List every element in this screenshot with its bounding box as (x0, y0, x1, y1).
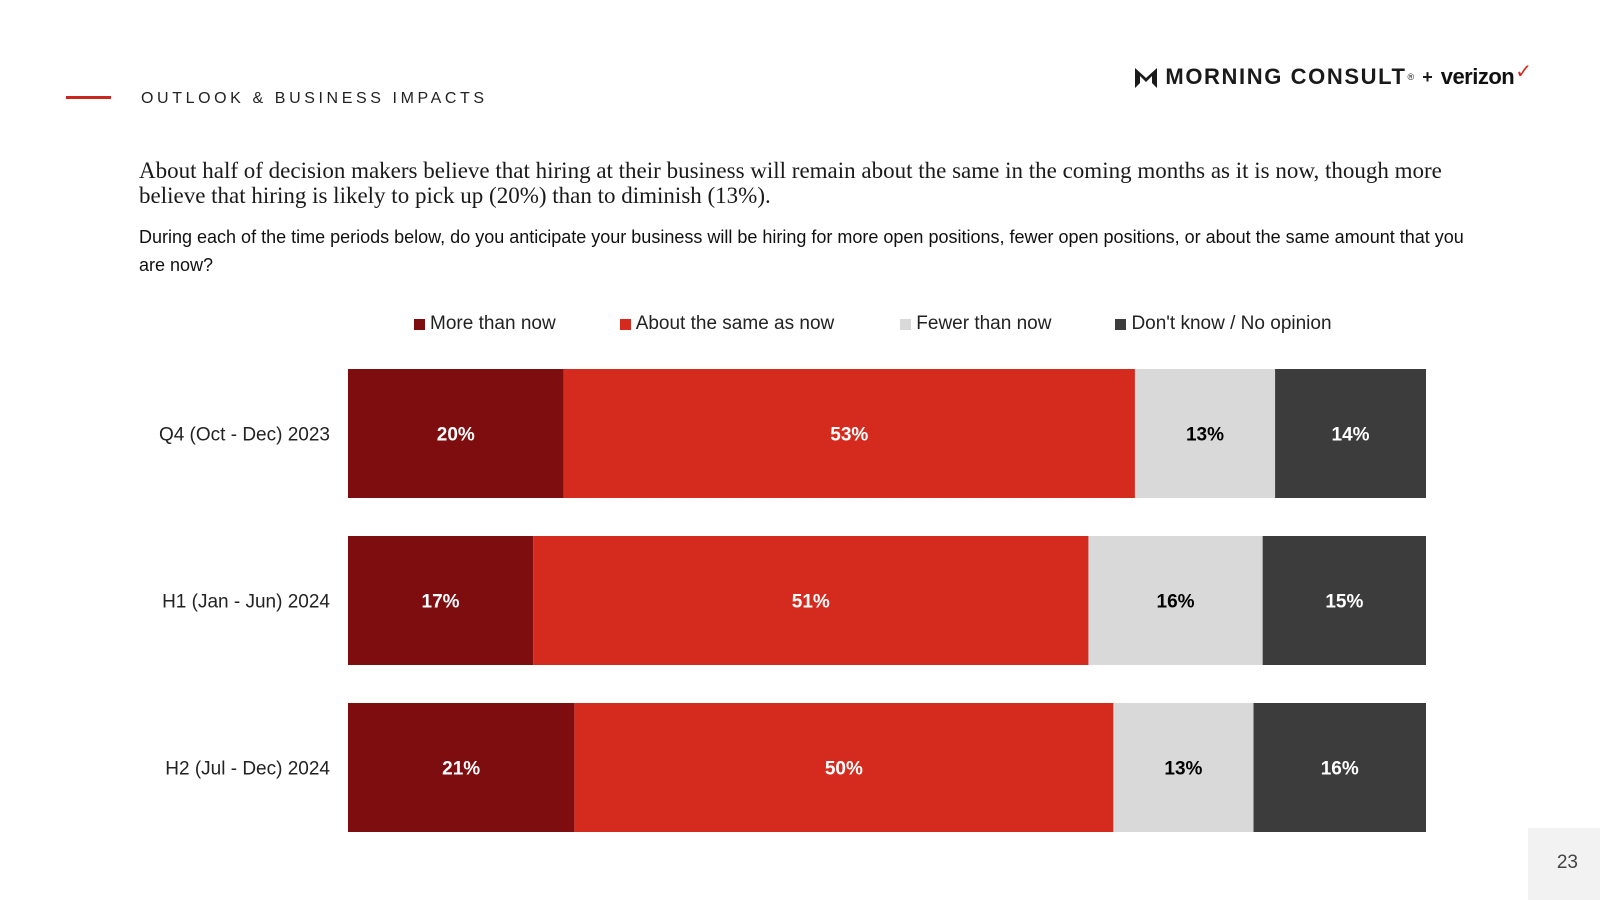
legend-swatch-same (619, 318, 631, 330)
bar-segment-more (348, 536, 534, 665)
bar-segment-fewer (1088, 536, 1263, 665)
legend-item-more: More than now (414, 313, 556, 335)
category-label: H1 (Jan - Jun) 2024 (162, 592, 330, 613)
data-label-more: 17% (422, 592, 460, 613)
data-label-dont-know: 15% (1325, 592, 1363, 613)
logo-trademark: ® (1407, 72, 1415, 82)
chart-legend: More than now About the same as now Fewe… (414, 311, 1332, 337)
data-label-more: 20% (437, 425, 475, 446)
page-number: 23 (1556, 852, 1578, 873)
data-label-dont-know: 14% (1332, 425, 1370, 446)
bar-segment-same (563, 369, 1135, 498)
bar-segment-dont-know (1275, 369, 1426, 498)
logo-plus: + (1422, 66, 1433, 87)
data-label-fewer: 13% (1164, 759, 1202, 780)
verizon-check-icon: ✓ (1515, 60, 1532, 83)
survey-question: During each of the time periods below, d… (139, 227, 1464, 275)
category-label: H2 (Jul - Dec) 2024 (165, 759, 330, 780)
header-accent-rule (66, 96, 111, 99)
logo-partner-name: verizon (1440, 64, 1515, 89)
legend-swatch-more (414, 318, 425, 330)
bar-segment-same (574, 703, 1114, 832)
legend-label-dont-know: Don't know / No opinion (1131, 313, 1332, 334)
bar-segment-more (348, 369, 564, 498)
legend-label-more: More than now (430, 313, 556, 334)
legend-item-fewer: Fewer than now (900, 313, 1051, 335)
legend-item-same: About the same as now (619, 313, 835, 335)
bar-segment-dont-know (1253, 703, 1426, 832)
data-label-dont-know: 16% (1321, 759, 1359, 780)
data-label-same: 53% (830, 425, 868, 446)
data-label-same: 50% (825, 759, 863, 780)
legend-swatch-fewer (900, 318, 912, 330)
data-label-more: 21% (442, 759, 480, 780)
legend-swatch-dont-know (1115, 318, 1127, 330)
headline: About half of decision makers believe th… (139, 158, 1442, 208)
category-label: Q4 (Oct - Dec) 2023 (159, 425, 330, 446)
legend-label-same: About the same as now (635, 313, 835, 334)
data-label-fewer: 16% (1157, 592, 1195, 613)
logo-brand-name: MORNING CONSULT (1165, 64, 1407, 89)
bar-segment-more (348, 703, 575, 832)
legend-item-dont-know: Don't know / No opinion (1115, 313, 1332, 335)
legend-label-fewer: Fewer than now (916, 313, 1052, 334)
bar-segment-fewer (1134, 369, 1276, 498)
page-number-box (1528, 828, 1600, 900)
morning-consult-logo-icon (1135, 68, 1158, 88)
brand-logo: MORNING CONSULT ® + verizon ✓ (1133, 61, 1532, 90)
bar-segment-same (533, 536, 1089, 665)
section-title: OUTLOOK & BUSINESS IMPACTS (141, 90, 488, 107)
bar-segment-dont-know (1262, 536, 1426, 665)
bar-segment-fewer (1113, 703, 1254, 832)
data-label-same: 51% (792, 592, 830, 613)
data-label-fewer: 13% (1186, 425, 1224, 446)
